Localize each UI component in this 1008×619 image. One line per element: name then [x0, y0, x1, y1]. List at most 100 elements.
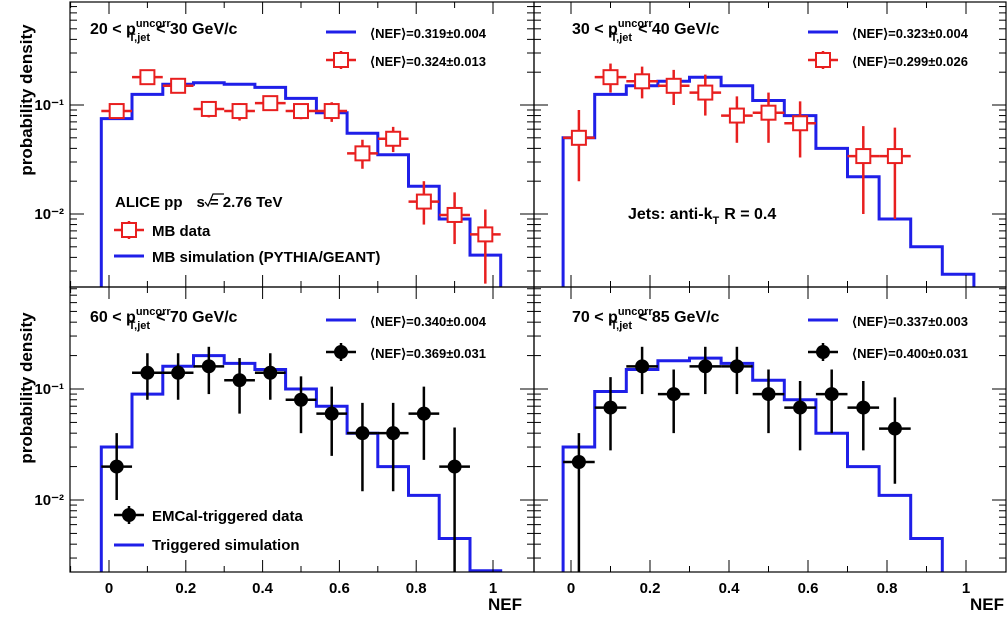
y-tick-label: 10⁻¹: [34, 97, 64, 114]
panel-content: [561, 63, 976, 287]
data-point-marker: [232, 373, 247, 388]
legend-mbdata-marker: [815, 52, 831, 68]
jet-algorithm-annotation: Jets: anti-kT R = 0.4: [628, 206, 776, 227]
x-axis-label-right: NEF: [970, 595, 1004, 614]
data-point-marker: [415, 193, 432, 210]
data-point-marker: [293, 103, 309, 120]
x-tick-label: 0.2: [175, 580, 196, 597]
triggered-sim-legend-label: Triggered simulation: [152, 537, 300, 554]
data-point-marker: [761, 387, 776, 402]
data-point-marker: [447, 459, 462, 474]
data-point-marker: [385, 130, 402, 147]
data-point-marker: [887, 421, 902, 436]
data-point-marker: [698, 359, 713, 374]
panel-frame: [533, 286, 1007, 573]
data-point-marker: [697, 84, 714, 101]
data-point-marker: [446, 206, 463, 223]
data-point-marker: [570, 129, 587, 146]
triggered-data-legend-label: EMCal-triggered data: [152, 508, 304, 525]
mb-sim-legend-label: MB simulation (PYTHIA/GEANT): [152, 249, 380, 266]
panel-content: [561, 346, 976, 572]
data-point-marker: [634, 73, 651, 90]
data-point-marker: [294, 392, 308, 407]
panel-frame: [533, 1, 1007, 288]
data-point-marker: [793, 400, 808, 415]
data-point-marker: [231, 103, 248, 120]
data-point-marker: [171, 365, 186, 380]
legend-mbdata-marker: [333, 52, 349, 68]
legend-data-mean-top-right: ⟨NEF⟩=0.299±0.026: [852, 54, 968, 69]
panel-bottom-right: 0 0.2 0.4 0.6 0.8 1: [533, 286, 1007, 597]
mb-data-legend-label: MB data: [152, 223, 211, 240]
data-point-marker: [824, 387, 839, 402]
legend-data-mean-bottom-right: ⟨NEF⟩=0.400±0.031: [852, 346, 968, 361]
data-point-marker: [355, 426, 370, 441]
x-tick-label: 0.2: [640, 580, 661, 597]
legend-sim-mean-top-left: ⟨NEF⟩=0.319±0.004: [370, 26, 487, 41]
annotation-mbdata-marker: [121, 222, 137, 238]
y-tick-label: 10⁻¹: [34, 381, 64, 398]
annotation-trigdata-marker: [122, 508, 136, 522]
data-point-marker: [263, 365, 278, 380]
data-point-marker: [792, 115, 809, 132]
panel-top-left: 10⁻¹ 10⁻²: [34, 1, 535, 288]
x-tick-label: 0.8: [406, 580, 427, 597]
panel-top-right: [533, 1, 1007, 288]
data-point-marker: [108, 103, 125, 120]
y-tick-label: 10⁻²: [34, 206, 64, 223]
data-point-marker: [602, 69, 619, 86]
x-tick-label: 0.8: [877, 580, 898, 597]
data-point-marker: [666, 387, 681, 402]
y-axis-label-top: probability density: [17, 24, 36, 176]
x-tick-label: 0.4: [252, 580, 274, 597]
panel-title-top-left: 20 < puncorr T,jet < 30 GeV/c: [90, 18, 238, 44]
data-point-marker: [477, 226, 494, 243]
panel-title-bottom-left: 60 < puncorr T,jet < 70 GeV/c: [90, 306, 238, 332]
y-axis-label-bottom: probability density: [17, 312, 36, 464]
data-point-marker: [201, 359, 216, 374]
data-point-marker: [416, 406, 431, 421]
data-point-marker: [760, 104, 777, 121]
data-point-marker: [139, 69, 156, 86]
panel-frame: [69, 1, 535, 288]
legend-sim-mean-bottom-right: ⟨NEF⟩=0.337±0.003: [852, 314, 968, 329]
legend-data-mean-top-left: ⟨NEF⟩=0.324±0.013: [370, 54, 486, 69]
data-point-marker: [855, 148, 872, 165]
x-tick-label: 1: [962, 580, 970, 597]
y-tick-label: 10⁻²: [34, 492, 64, 509]
data-point-marker: [665, 77, 682, 94]
x-tick-label: 0: [105, 580, 113, 597]
data-point-marker: [109, 459, 124, 474]
legend-sim-mean-top-right: ⟨NEF⟩=0.323±0.004: [852, 26, 969, 41]
legend-trigdata-marker: [816, 345, 830, 359]
sqrt-symbol: [204, 193, 224, 208]
panel-bottom-left: 0 0.2 0.4 0.6 0.8 1 10⁻¹ 10⁻²: [34, 286, 535, 597]
x-tick-label: 0.6: [798, 580, 819, 597]
x-tick-label: 0.4: [719, 580, 741, 597]
system-annotation: ALICE pp s = 2.76 TeV: [115, 194, 283, 211]
data-point-marker: [386, 426, 401, 441]
panel-content: [99, 346, 503, 572]
data-point-marker: [170, 77, 187, 94]
data-point-marker: [200, 100, 217, 117]
data-point-marker: [635, 359, 650, 374]
data-point-marker: [729, 359, 744, 374]
data-point-marker: [728, 107, 745, 124]
data-point-marker: [324, 406, 339, 421]
x-tick-label: 0.6: [329, 580, 350, 597]
legend-data-mean-bottom-left: ⟨NEF⟩=0.369±0.031: [370, 346, 486, 361]
data-point-marker: [354, 145, 371, 162]
panel-content: [99, 69, 503, 287]
x-tick-label: 0: [567, 580, 575, 597]
panel-title-bottom-right: 70 < puncorr T,jet < 85 GeV/c: [572, 306, 720, 332]
data-point-marker: [571, 454, 586, 469]
panel-title-top-right: 30 < puncorr T,jet < 40 GeV/c: [572, 18, 720, 44]
data-point-marker: [323, 103, 340, 120]
x-tick-label: 1: [489, 580, 497, 597]
data-point-marker: [886, 148, 903, 165]
x-axis-label-left: NEF: [488, 595, 522, 614]
data-point-marker: [603, 400, 618, 415]
data-point-marker: [856, 400, 871, 415]
legend-sim-mean-bottom-left: ⟨NEF⟩=0.340±0.004: [370, 314, 487, 329]
